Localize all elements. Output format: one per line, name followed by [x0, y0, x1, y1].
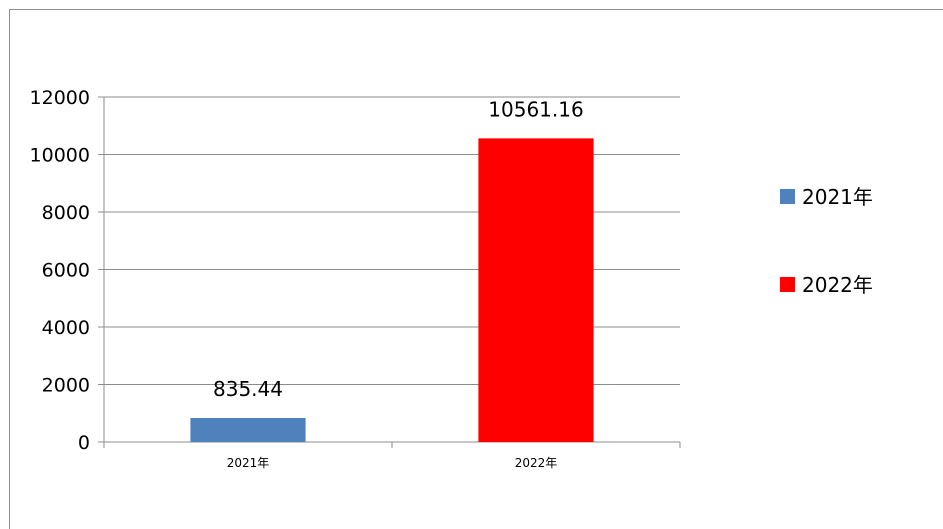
legend-swatch	[780, 277, 795, 292]
y-tick-label: 12000	[30, 87, 90, 109]
data-label: 10561.16	[488, 97, 583, 121]
y-tick-label: 0	[78, 432, 90, 454]
axes: 0 2000 4000 6000 8000 10000 12000 2021年 2022年	[30, 87, 681, 470]
chart-frame	[9, 9, 943, 529]
y-tick-label: 8000	[42, 202, 90, 224]
bar-2	[478, 138, 594, 443]
bars	[190, 138, 594, 443]
bar-chart: 0 2000 4000 6000 8000 10000 12000 2021年 2022年 83…	[30, 87, 873, 470]
legend-label: 2021年	[802, 185, 873, 209]
y-tick-label: 2000	[42, 375, 90, 397]
data-labels: 835.44 10561.16	[213, 97, 584, 401]
x-tick-label: 2021年	[227, 456, 270, 470]
legend: 2021年 2022年	[780, 185, 873, 297]
y-tick-label: 4000	[42, 317, 90, 339]
y-tick-label: 6000	[42, 260, 90, 282]
x-tick-label: 2022年	[515, 456, 558, 470]
legend-swatch	[780, 189, 795, 204]
legend-label: 2022年	[802, 273, 873, 297]
bar-1	[190, 417, 306, 442]
data-label: 835.44	[213, 377, 283, 401]
y-tick-label: 10000	[30, 145, 90, 167]
